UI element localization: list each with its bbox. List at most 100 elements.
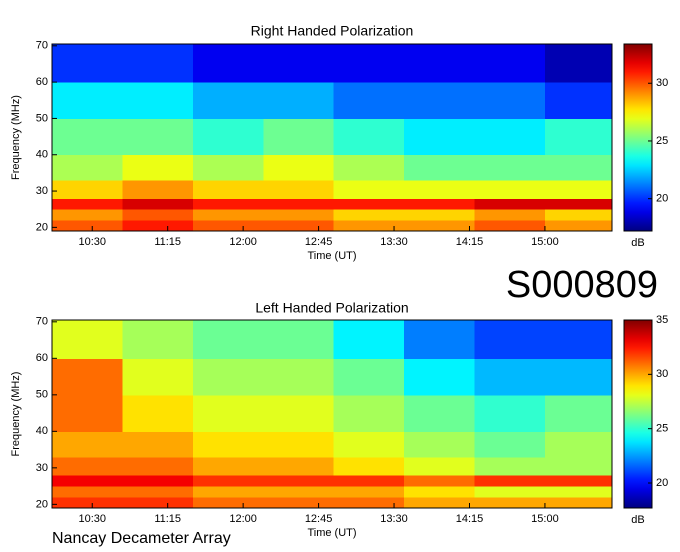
- chart-title: Right Handed Polarization: [251, 23, 414, 39]
- heat-cell: [474, 180, 546, 199]
- y-tick-label: 30: [36, 462, 48, 474]
- heat-cell: [52, 320, 123, 359]
- heat-cell: [192, 82, 264, 119]
- heat-cell: [404, 180, 476, 199]
- heat-cell: [52, 154, 123, 181]
- x-tick-label: 12:00: [229, 513, 257, 525]
- heat-cell: [404, 394, 476, 432]
- heat-cell: [192, 180, 264, 199]
- heat-cell: [263, 497, 335, 509]
- heat-cell: [122, 475, 194, 487]
- heat-cell: [192, 118, 264, 156]
- x-tick-label: 13:30: [380, 513, 408, 525]
- heat-cell: [544, 358, 613, 396]
- x-tick-label: 10:30: [78, 236, 106, 248]
- heat-cell: [333, 320, 405, 359]
- heat-cell: [404, 431, 476, 458]
- heat-cell: [544, 475, 613, 487]
- heat-cell: [192, 456, 264, 476]
- heat-cell: [263, 358, 335, 396]
- y-tick-label: 20: [36, 221, 48, 233]
- heat-cell: [333, 180, 405, 199]
- y-tick-label: 50: [36, 389, 48, 401]
- heat-cell: [404, 198, 476, 210]
- y-tick-label: 50: [36, 112, 48, 124]
- y-tick-label: 20: [36, 498, 48, 510]
- heat-cell: [333, 198, 405, 210]
- heat-cell: [544, 198, 613, 210]
- heat-cell: [52, 475, 123, 487]
- heat-cell: [122, 180, 194, 199]
- x-tick-label: 12:45: [305, 236, 333, 248]
- heat-cell: [122, 456, 194, 476]
- heat-cell: [52, 497, 123, 509]
- heat-cell: [404, 118, 476, 156]
- y-tick-label: 30: [36, 185, 48, 197]
- heat-cell: [263, 118, 335, 156]
- heat-cell: [192, 154, 264, 181]
- x-axis-label: Time (UT): [307, 250, 356, 262]
- heat-cell: [263, 44, 335, 83]
- colorbar-label: dB: [631, 514, 644, 526]
- heat-cell: [122, 198, 194, 210]
- heat-cell: [404, 497, 476, 509]
- heat-cell: [333, 44, 405, 83]
- heat-cell: [544, 118, 613, 156]
- x-tick-label: 11:15: [154, 513, 181, 525]
- x-tick-label: 14:15: [456, 236, 484, 248]
- heat-cell: [474, 82, 546, 119]
- heat-cell: [122, 209, 194, 221]
- heat-cell: [122, 82, 194, 119]
- heat-cell: [52, 486, 123, 498]
- heat-cell: [544, 44, 613, 83]
- heat-cell: [52, 198, 123, 210]
- heat-cell: [122, 358, 194, 396]
- heat-cell: [192, 431, 264, 458]
- heat-cell: [263, 220, 335, 232]
- heat-cell: [192, 497, 264, 509]
- y-axis-label: Frequency (MHz): [10, 372, 22, 457]
- heat-cell: [544, 82, 613, 119]
- heat-cell: [404, 475, 476, 487]
- heat-cell: [263, 198, 335, 210]
- heat-cell: [404, 44, 476, 83]
- heat-cell: [404, 320, 476, 359]
- heat-cell: [474, 154, 546, 181]
- heat-cell: [333, 431, 405, 458]
- heat-cell: [52, 209, 123, 221]
- heat-cell: [263, 154, 335, 181]
- colorbar-tick-label: 35: [656, 314, 668, 326]
- y-tick-label: 70: [36, 316, 48, 328]
- heat-cell: [544, 180, 613, 199]
- colorbar-label: dB: [631, 237, 644, 249]
- heat-cell: [474, 431, 546, 458]
- heat-cell: [192, 198, 264, 210]
- heat-cell: [474, 209, 546, 221]
- plot-frame: [51, 319, 613, 509]
- heat-cell: [263, 394, 335, 432]
- heat-cell: [333, 394, 405, 432]
- colorbar-tick-label: 20: [656, 193, 668, 205]
- y-tick-label: 40: [36, 149, 48, 161]
- x-tick-label: 10:30: [78, 513, 106, 525]
- heat-cell: [333, 486, 405, 498]
- heat-cell: [192, 475, 264, 487]
- heat-cell: [404, 220, 476, 232]
- heat-cell: [544, 154, 613, 181]
- heat-cell: [333, 209, 405, 221]
- heat-cell: [333, 118, 405, 156]
- heat-cell: [52, 220, 123, 232]
- heat-cell: [544, 220, 613, 232]
- heat-cell: [192, 209, 264, 221]
- heat-cell: [474, 456, 546, 476]
- y-axis-label: Frequency (MHz): [10, 95, 22, 180]
- heat-cell: [122, 220, 194, 232]
- colorbar: [623, 43, 653, 232]
- heat-cell: [52, 394, 123, 432]
- heat-cell: [333, 475, 405, 487]
- heat-cell: [263, 456, 335, 476]
- heat-cell: [474, 198, 546, 210]
- heat-cell: [263, 209, 335, 221]
- heat-cell: [122, 497, 194, 509]
- x-tick-label: 13:30: [380, 236, 408, 248]
